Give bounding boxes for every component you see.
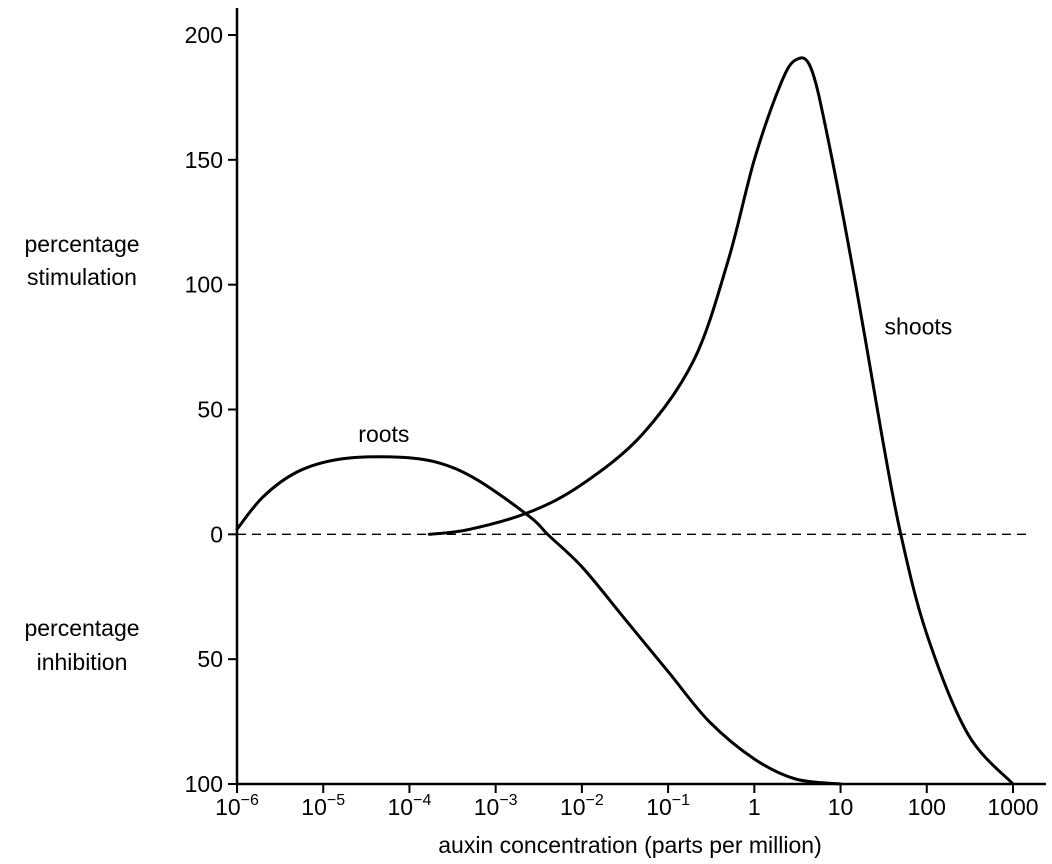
annotation-shoots: shoots (885, 314, 953, 340)
x-axis-ticks: 10−6 10−5 10−4 10−3 10−2 10−1 1 10 100 1000 (215, 784, 1039, 820)
x-tick-label-base: 10 (560, 794, 586, 820)
x-tick-label: 100 (908, 794, 946, 820)
x-tick-label-exponent: −6 (241, 792, 259, 809)
annotation-roots: roots (358, 421, 409, 447)
x-tick-label-exponent: −2 (586, 792, 604, 809)
y-tick-label: 150 (185, 147, 223, 173)
x-tick-label: 10 (828, 794, 854, 820)
x-tick-label-base: 10 (301, 794, 327, 820)
x-tick-label-exponent: −3 (499, 792, 517, 809)
x-tick-label-base: 1000 (987, 794, 1038, 820)
y-tick-label: 200 (185, 22, 223, 48)
y-axis-ticks: 200 150 100 50 0 50 100 (185, 22, 237, 797)
x-tick-label-base: 10 (474, 794, 500, 820)
y-tick-label: 100 (185, 272, 223, 298)
y-axis-label-stimulation-line2: stimulation (27, 264, 137, 290)
x-tick-label-base: 10 (646, 794, 672, 820)
x-tick-label: 10−2 (560, 792, 604, 820)
y-axis-label-stimulation-line1: percentage (24, 231, 139, 257)
shoots-curve (427, 56, 1015, 786)
x-tick-label-base: 10 (388, 794, 414, 820)
y-tick-label: 100 (185, 771, 223, 797)
x-tick-label-exponent: −1 (672, 792, 690, 809)
x-tick-label-base: 100 (908, 794, 946, 820)
x-tick-label: 10−5 (301, 792, 345, 820)
x-tick-label: 1000 (987, 794, 1038, 820)
x-tick-label: 1 (748, 794, 761, 820)
roots-curve (235, 455, 843, 786)
y-axis-label-inhibition-line1: percentage (24, 615, 139, 641)
x-tick-label-base: 10 (215, 794, 241, 820)
x-tick-label-exponent: −4 (413, 792, 431, 809)
x-tick-label-base: 10 (828, 794, 854, 820)
curve-annotations: roots shoots (358, 314, 952, 447)
y-tick-label: 0 (210, 521, 223, 547)
x-tick-label: 10−4 (388, 792, 432, 820)
y-axis-label-inhibition-line2: inhibition (37, 649, 128, 675)
x-tick-label: 10−3 (474, 792, 518, 820)
y-tick-label: 50 (197, 397, 223, 423)
x-tick-label: 10−1 (646, 792, 690, 820)
x-axis-label: auxin concentration (parts per million) (438, 832, 822, 858)
series-group (235, 56, 1015, 786)
x-tick-label-exponent: −5 (327, 792, 345, 809)
x-tick-label-base: 1 (748, 794, 761, 820)
x-tick-label: 10−6 (215, 792, 259, 820)
y-tick-label: 50 (197, 646, 223, 672)
